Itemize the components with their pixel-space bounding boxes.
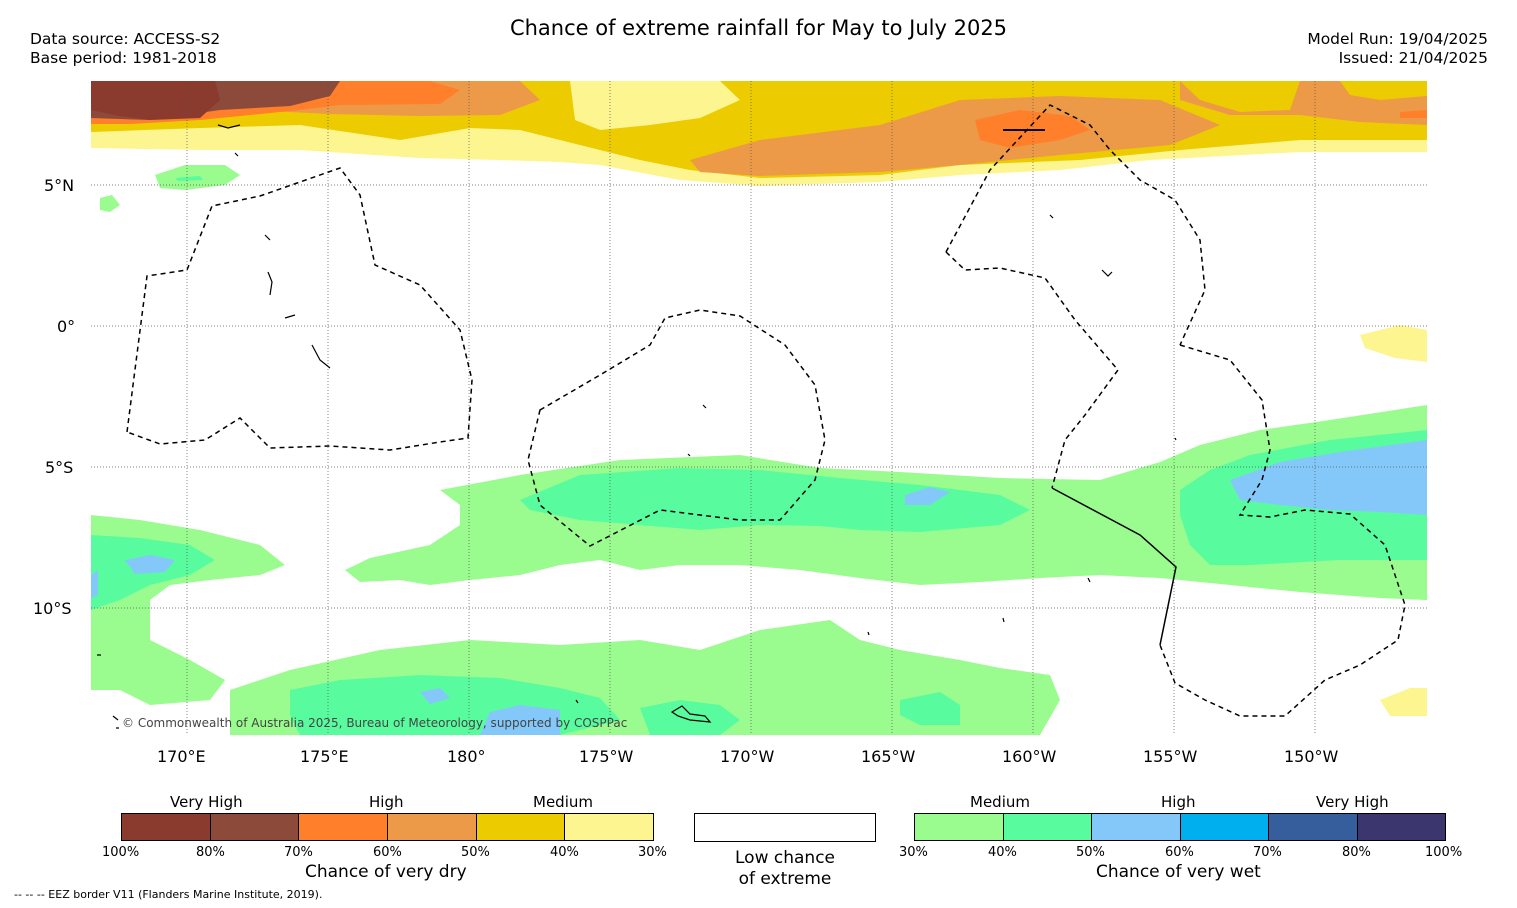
lon-label-165w: 165°W	[861, 747, 916, 766]
wet-tick: 70%	[1253, 845, 1282, 860]
low-chance-swatch	[694, 813, 876, 842]
dry-cat-very-high: Very High	[170, 793, 243, 811]
dry-swatch	[210, 814, 300, 840]
dry-swatch	[565, 814, 654, 840]
wet-cat-very-high: Very High	[1316, 793, 1389, 811]
wet-legend-title: Chance of very wet	[1096, 862, 1261, 882]
rainfall-map: © Commonwealth of Australia 2025, Bureau…	[91, 81, 1427, 735]
copyright-text: © Commonwealth of Australia 2025, Bureau…	[122, 716, 627, 730]
wet-swatch	[1269, 814, 1358, 840]
eez-borders	[126, 104, 1406, 717]
map-title: Chance of extreme rainfall for May to Ju…	[509, 16, 1008, 40]
low-chance-line1: Low chance	[735, 848, 835, 868]
lon-label-155w: 155°W	[1143, 747, 1198, 766]
dry-tick: 40%	[550, 845, 579, 860]
lon-label-170e: 170°E	[157, 747, 206, 766]
wet-swatch	[1092, 814, 1181, 840]
dry-patch-southeast	[1380, 688, 1427, 716]
wet-swatch	[1357, 814, 1445, 840]
base-period-text: Base period: 1981-2018	[30, 49, 217, 67]
lat-label-5n: 5°N	[44, 176, 75, 195]
dry-tick: 70%	[284, 845, 313, 860]
wet-cat-high: High	[1161, 793, 1196, 811]
wet-cat-medium: Medium	[970, 793, 1030, 811]
dry-tick: 50%	[461, 845, 490, 860]
dry-swatch	[388, 814, 477, 840]
dry-swatch	[299, 814, 389, 840]
dry-tick: 30%	[638, 845, 667, 860]
lon-label-150w: 150°W	[1284, 747, 1339, 766]
lon-label-170w: 170°W	[720, 747, 775, 766]
dry-patch-east	[1360, 325, 1427, 362]
dry-tick: 100%	[102, 845, 140, 860]
wet-tick: 100%	[1425, 845, 1463, 860]
dry-band-north	[91, 81, 1427, 186]
wet-swatch	[1003, 814, 1092, 840]
lat-label-10s: 10°S	[33, 599, 72, 618]
lat-label-0: 0°	[57, 317, 76, 336]
lon-label-175e: 175°E	[300, 747, 349, 766]
data-source-text: Data source: ACCESS-S2	[30, 30, 221, 48]
dry-swatch	[122, 814, 211, 840]
dry-cat-high: High	[369, 793, 404, 811]
wet-tick: 80%	[1342, 845, 1371, 860]
wet-tick: 30%	[899, 845, 928, 860]
dry-tick: 80%	[196, 845, 225, 860]
dry-legend-title: Chance of very dry	[305, 862, 467, 882]
lon-label-175w: 175°W	[579, 747, 634, 766]
lon-label-160w: 160°W	[1002, 747, 1057, 766]
dry-swatch	[476, 814, 566, 840]
lat-label-5s: 5°S	[45, 458, 74, 477]
wet-tick: 40%	[988, 845, 1017, 860]
lon-label-180: 180°	[447, 747, 486, 766]
wet-tick: 50%	[1076, 845, 1105, 860]
wet-swatch	[1180, 814, 1269, 840]
islands	[97, 124, 1177, 729]
eez-footnote: -- -- -- EEZ border V11 (Flanders Marine…	[14, 888, 323, 901]
low-chance-line2: of extreme	[738, 869, 832, 889]
dry-tick: 60%	[373, 845, 402, 860]
graticule	[91, 81, 1427, 735]
wet-colorbar	[914, 813, 1446, 841]
wet-band-south	[91, 165, 1427, 735]
model-run-text: Model Run: 19/04/2025	[1307, 30, 1488, 48]
issued-text: Issued: 21/04/2025	[1338, 49, 1488, 67]
dry-cat-medium: Medium	[533, 793, 593, 811]
eez-solid-border	[1051, 487, 1177, 646]
dry-colorbar	[121, 813, 654, 841]
wet-tick: 60%	[1165, 845, 1194, 860]
wet-swatch	[915, 814, 1004, 840]
